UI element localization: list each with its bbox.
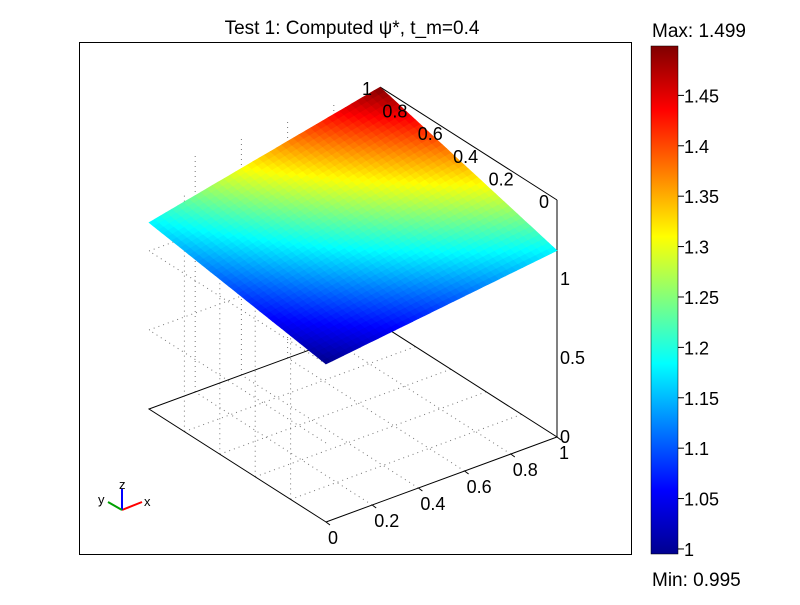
colorbar-tick-label: 1.2 [684, 338, 709, 358]
x-tick-label: 0 [328, 528, 338, 548]
colorbar-tick-label: 1.45 [684, 86, 719, 106]
colorbar-tick-label: 1.15 [684, 389, 719, 409]
y-axis-line [379, 86, 558, 201]
floor-grid-line-y-2 [219, 368, 451, 455]
chart-title: Test 1: Computed ψ*, t_m=0.4 [225, 18, 480, 39]
x-tick-label: 0.8 [513, 460, 538, 480]
colorbar-ticks: 1 1.05 1.1 1.15 1.2 1.25 1.3 1.35 1.4 1.45 [678, 86, 719, 560]
floor-grid-line-y-0 [290, 413, 522, 500]
colorbar-tick-label: 1.3 [684, 238, 709, 258]
colorbar-min-label: Min: 0.995 [652, 570, 741, 591]
triad-z-label: z [119, 477, 126, 492]
floor-grid-line-y-1 [255, 391, 487, 478]
x-tick-mark [371, 504, 377, 509]
colorbar-tick-label: 1.4 [684, 137, 709, 157]
triad-x-label: x [144, 494, 151, 509]
colorbar-tick-label: 1.05 [684, 490, 719, 510]
x-tick-mark [510, 453, 516, 458]
x-tick-mark [418, 487, 423, 492]
colorbar-tick-label: 1.35 [684, 187, 719, 207]
x-tick-mark [464, 470, 469, 475]
z-tick-label: 0.5 [560, 348, 585, 368]
y-tick-label: 0.6 [418, 124, 443, 144]
y-tick-label: 0.2 [489, 169, 514, 189]
x-tick-label: 1 [559, 443, 569, 463]
triad-x-axis [121, 501, 143, 511]
y-tick-label: 0 [539, 192, 549, 212]
x-tick-mark [556, 436, 562, 441]
colorbar-tick-label: 1.1 [684, 439, 709, 459]
colorbar-tick-label: 1.25 [684, 288, 719, 308]
colorbar-tick-label: 1 [684, 540, 694, 560]
x-tick-mark [325, 521, 331, 526]
x-tick-label: 0.6 [467, 477, 492, 497]
floor-grid-line-y-3 [184, 346, 416, 433]
x-tick-label: 0.2 [374, 511, 399, 531]
y-tick-label: 1 [362, 79, 372, 99]
triad-y-label: y [98, 492, 105, 507]
triad-y-axis [107, 501, 123, 511]
colorbar [650, 45, 679, 555]
z-tick-label: 0 [560, 427, 570, 447]
y-tick-label: 0.4 [453, 147, 478, 167]
y-tick-label: 0.8 [382, 102, 407, 122]
axes-triad: x z y [98, 477, 151, 511]
colorbar-max-label: Max: 1.499 [652, 21, 746, 42]
surface [148, 86, 558, 365]
surface-patch [373, 86, 385, 95]
grid-lines [147, 104, 522, 506]
x-tick-label: 0.4 [420, 494, 445, 514]
z-tick-label: 1 [560, 269, 570, 289]
